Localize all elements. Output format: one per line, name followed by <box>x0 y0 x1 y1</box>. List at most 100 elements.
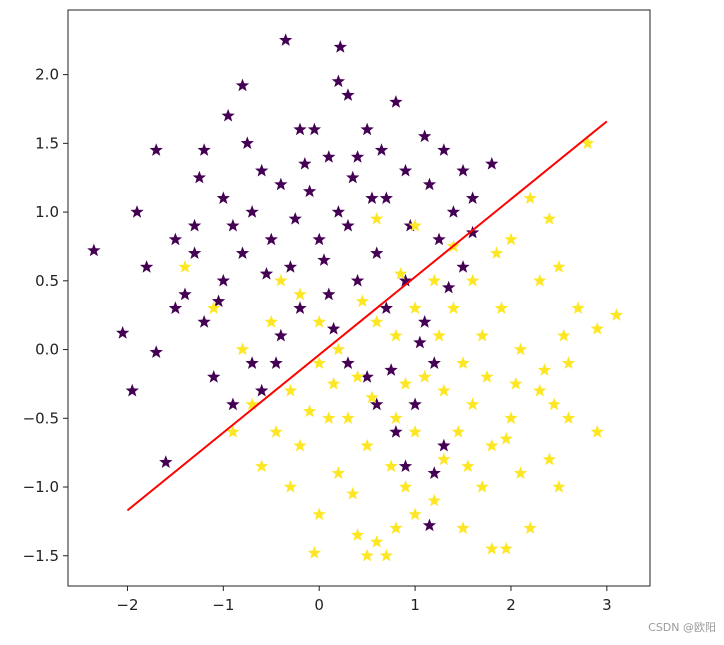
point-series0-57 <box>207 370 221 383</box>
point-series1-19 <box>408 507 422 521</box>
point-series0-35 <box>312 232 326 246</box>
point-series0-41 <box>408 397 422 411</box>
point-series0-22 <box>168 232 183 246</box>
point-series0-24 <box>87 243 101 257</box>
point-series1-40 <box>494 301 509 314</box>
point-series0-87 <box>374 143 389 156</box>
point-series0-36 <box>341 218 355 232</box>
point-series1-10 <box>504 411 518 424</box>
point-series0-73 <box>288 211 302 225</box>
point-series1-24 <box>360 548 374 562</box>
point-series0-8 <box>255 163 269 177</box>
point-series0-85 <box>192 170 207 184</box>
point-series1-23 <box>379 548 393 562</box>
point-series1-41 <box>465 273 480 287</box>
point-series0-83 <box>269 356 283 369</box>
point-series1-2 <box>542 211 556 225</box>
point-series0-32 <box>235 246 250 259</box>
point-series1-85 <box>269 425 283 438</box>
point-series0-44 <box>427 466 441 479</box>
point-series0-53 <box>456 163 470 177</box>
point-series1-82 <box>480 370 494 383</box>
point-series0-54 <box>485 156 499 170</box>
point-series1-47 <box>350 370 365 383</box>
point-series1-63 <box>293 438 307 452</box>
point-series1-35 <box>389 411 403 424</box>
point-series1-78 <box>302 404 317 418</box>
point-series0-75 <box>298 156 312 170</box>
point-series1-50 <box>293 287 307 301</box>
point-series1-15 <box>499 541 513 555</box>
point-series0-60 <box>360 370 374 383</box>
point-series0-49 <box>293 301 307 314</box>
point-series0-12 <box>418 129 432 143</box>
point-series1-37 <box>437 383 451 397</box>
point-series0-6 <box>221 108 235 122</box>
point-series1-25 <box>307 546 322 559</box>
point-series0-76 <box>346 170 360 184</box>
point-series0-66 <box>350 150 365 163</box>
point-series1-6 <box>609 308 624 321</box>
point-series0-16 <box>331 205 346 218</box>
point-series1-72 <box>370 211 384 225</box>
point-series1-55 <box>235 342 250 356</box>
point-series1-59 <box>475 480 489 493</box>
point-series1-9 <box>533 383 547 397</box>
point-series1-0 <box>581 136 595 150</box>
point-series0-26 <box>125 383 139 397</box>
point-series1-28 <box>255 459 269 473</box>
point-series0-65 <box>307 122 322 136</box>
point-series0-51 <box>350 273 365 287</box>
point-series0-42 <box>389 425 403 438</box>
y-tick-label: 2.0 <box>35 66 59 84</box>
point-series0-74 <box>403 218 417 232</box>
point-series1-86 <box>461 459 475 473</box>
point-series1-65 <box>418 370 432 383</box>
point-series1-38 <box>456 356 470 369</box>
point-series0-13 <box>437 143 451 156</box>
point-series0-17 <box>302 184 317 198</box>
point-series1-45 <box>389 328 403 342</box>
point-series1-83 <box>537 363 552 376</box>
point-series0-86 <box>240 136 254 150</box>
point-series0-3 <box>293 122 307 136</box>
point-series0-23 <box>139 260 154 273</box>
point-series1-1 <box>523 191 537 204</box>
point-series0-43 <box>437 438 451 452</box>
point-series0-15 <box>365 191 379 204</box>
point-series0-21 <box>187 218 202 232</box>
point-series1-51 <box>274 273 288 287</box>
point-series1-87 <box>547 397 561 411</box>
point-series0-1 <box>333 40 347 53</box>
point-series1-84 <box>326 376 341 390</box>
point-series1-36 <box>408 425 422 438</box>
point-series0-5 <box>341 88 355 101</box>
point-series1-26 <box>312 507 326 521</box>
point-series0-29 <box>178 287 192 301</box>
point-series1-44 <box>408 301 422 314</box>
point-series0-7 <box>197 143 211 156</box>
y-tick-label: −1.0 <box>23 478 59 496</box>
point-series1-54 <box>207 301 221 314</box>
point-series1-13 <box>552 480 566 493</box>
y-tick-label: −0.5 <box>23 409 59 427</box>
point-series1-11 <box>485 438 499 452</box>
point-series0-25 <box>115 326 130 339</box>
point-series0-46 <box>422 518 437 532</box>
point-series0-37 <box>370 246 384 259</box>
point-series1-67 <box>513 342 528 356</box>
point-series1-4 <box>552 260 566 273</box>
y-tick-label: 1.5 <box>35 134 59 152</box>
point-series1-79 <box>355 294 370 308</box>
point-series0-38 <box>398 273 413 287</box>
points-layer <box>87 33 624 562</box>
point-series1-12 <box>513 466 528 479</box>
point-series1-49 <box>312 315 326 328</box>
point-series0-64 <box>130 205 144 218</box>
point-series1-30 <box>245 397 259 411</box>
point-series0-79 <box>317 253 331 266</box>
decision-line <box>126 120 608 512</box>
x-tick-label: 1 <box>410 596 420 614</box>
y-tick-label: −1.5 <box>23 547 59 565</box>
